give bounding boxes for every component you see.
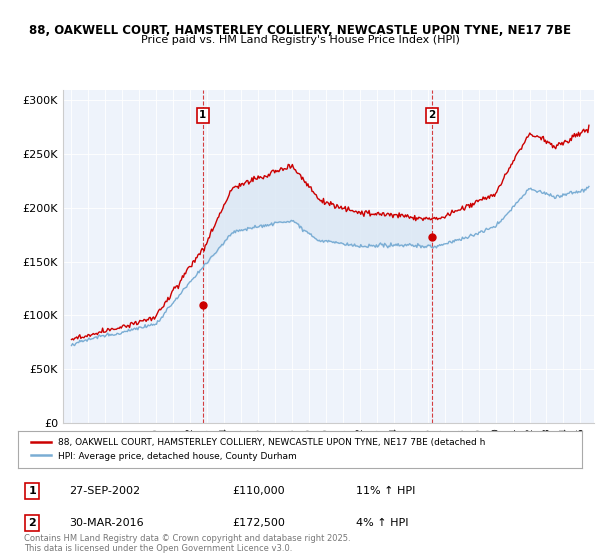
- Text: 11% ↑ HPI: 11% ↑ HPI: [356, 486, 416, 496]
- Text: 27-SEP-2002: 27-SEP-2002: [69, 486, 140, 496]
- Text: £110,000: £110,000: [232, 486, 285, 496]
- Text: Price paid vs. HM Land Registry's House Price Index (HPI): Price paid vs. HM Land Registry's House …: [140, 35, 460, 45]
- Text: £172,500: £172,500: [232, 518, 285, 528]
- Text: 4% ↑ HPI: 4% ↑ HPI: [356, 518, 409, 528]
- Text: 1: 1: [199, 110, 206, 120]
- Text: 2: 2: [428, 110, 436, 120]
- Legend: 88, OAKWELL COURT, HAMSTERLEY COLLIERY, NEWCASTLE UPON TYNE, NE17 7BE (detached : 88, OAKWELL COURT, HAMSTERLEY COLLIERY, …: [25, 433, 491, 466]
- Text: 2: 2: [28, 518, 36, 528]
- Text: 1: 1: [28, 486, 36, 496]
- Text: Contains HM Land Registry data © Crown copyright and database right 2025.
This d: Contains HM Land Registry data © Crown c…: [24, 534, 350, 553]
- Text: 88, OAKWELL COURT, HAMSTERLEY COLLIERY, NEWCASTLE UPON TYNE, NE17 7BE: 88, OAKWELL COURT, HAMSTERLEY COLLIERY, …: [29, 24, 571, 36]
- Text: 30-MAR-2016: 30-MAR-2016: [69, 518, 143, 528]
